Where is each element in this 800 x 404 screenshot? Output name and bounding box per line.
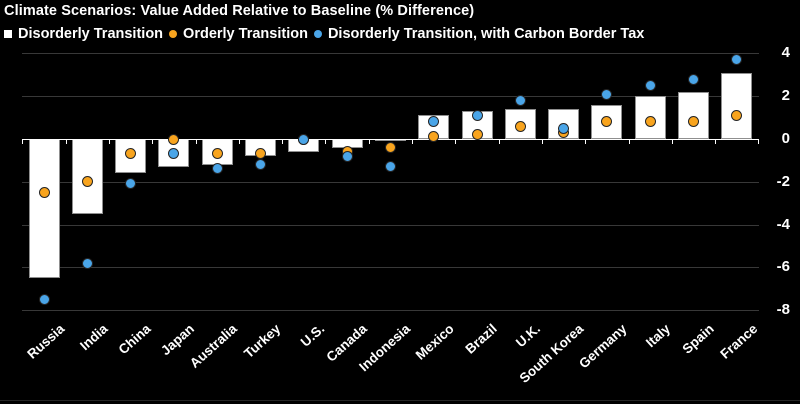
x-category-label-Brazil: Brazil <box>462 321 501 357</box>
carbon-tax-dot-Germany <box>601 88 613 100</box>
gridline <box>22 181 759 183</box>
carbon-tax-dot-Indonesia <box>384 161 396 173</box>
carbon-tax-dot-Mexico <box>428 116 440 128</box>
axis-tick <box>65 139 67 144</box>
x-category-label-Australia: Australia <box>187 321 241 371</box>
orderly-dot-Italy <box>644 116 656 128</box>
y-axis-tick-label: -8 <box>776 301 790 319</box>
axis-tick <box>758 139 760 144</box>
x-category-label-Mexico: Mexico <box>412 321 457 363</box>
orderly-dot-Brazil <box>471 129 483 141</box>
axis-tick <box>195 139 197 144</box>
axis-tick <box>282 139 284 144</box>
legend-label-orderly: Orderly Transition <box>183 26 308 42</box>
orderly-dot-Turkey <box>255 148 266 160</box>
carbon-tax-dot-Japan <box>168 148 180 160</box>
legend-circle-marker-orange-icon <box>169 30 178 38</box>
x-category-label-Spain: Spain <box>679 321 717 357</box>
orderly-dot-Australia <box>211 148 223 160</box>
y-axis-tick-label: -6 <box>776 258 790 276</box>
carbon-tax-dot-Canada <box>341 150 353 162</box>
legend-square-marker-icon <box>4 30 12 38</box>
carbon-tax-dot-India <box>81 257 93 269</box>
y-axis-tick-label: 0 <box>781 130 790 147</box>
x-category-label-Japan: Japan <box>157 321 197 359</box>
orderly-dot-India <box>81 176 93 188</box>
chart-bottom-frame <box>0 400 800 401</box>
x-category-label-Germany: Germany <box>576 321 630 372</box>
y-axis-tick-label: 2 <box>781 87 790 105</box>
y-axis-tick-label: -4 <box>776 215 790 233</box>
x-category-label-Russia: Russia <box>24 321 68 362</box>
axis-tick <box>22 139 24 144</box>
axis-tick <box>325 139 327 144</box>
axis-tick <box>541 139 543 144</box>
orderly-dot-Germany <box>601 116 613 128</box>
axis-tick <box>455 139 457 144</box>
gridline <box>22 224 759 226</box>
orderly-dot-Russia <box>38 187 50 198</box>
zero-axis-line <box>22 139 759 140</box>
legend-label-disorderly: Disorderly Transition <box>18 26 164 42</box>
y-axis-tick-label: 4 <box>781 44 790 62</box>
carbon-tax-dot-Brazil <box>471 109 483 121</box>
axis-tick <box>412 139 414 144</box>
carbon-tax-dot-France <box>731 54 743 66</box>
orderly-dot-China <box>125 148 137 160</box>
orderly-dot-U.K. <box>514 120 526 132</box>
x-category-label-India: India <box>76 321 111 354</box>
x-category-label-China: China <box>115 321 154 358</box>
bar-Russia <box>28 139 60 279</box>
axis-tick <box>628 139 630 144</box>
x-category-label-Italy: Italy <box>643 321 674 351</box>
gridline <box>22 53 759 55</box>
axis-tick <box>585 139 587 144</box>
axis-tick <box>152 139 154 144</box>
axis-tick <box>671 139 673 144</box>
axis-tick <box>238 139 240 144</box>
carbon-tax-dot-Turkey <box>255 159 266 171</box>
chart-title: Climate Scenarios: Value Added Relative … <box>4 3 475 19</box>
y-axis-tick-label: -2 <box>776 172 790 190</box>
carbon-tax-dot-China <box>125 178 137 190</box>
axis-tick <box>715 139 717 144</box>
gridline <box>22 267 759 269</box>
carbon-tax-dot-U.S. <box>298 133 310 145</box>
x-category-label-France: France <box>716 321 760 362</box>
bar-Spain <box>678 91 709 139</box>
axis-tick <box>368 139 370 144</box>
orderly-dot-Japan <box>168 133 180 145</box>
legend-label-carbon-border-tax: Disorderly Transition, with Carbon Borde… <box>327 26 645 42</box>
bar-France <box>721 72 753 139</box>
carbon-tax-dot-Italy <box>644 80 656 91</box>
carbon-tax-dot-South Korea <box>558 122 570 134</box>
orderly-dot-France <box>731 109 743 121</box>
carbon-tax-dot-Australia <box>211 163 223 175</box>
x-category-label-U.S.: U.S. <box>297 321 327 350</box>
legend: Disorderly Transition Orderly Transition… <box>4 26 644 42</box>
carbon-tax-dot-U.K. <box>514 94 526 106</box>
orderly-dot-Mexico <box>428 131 440 143</box>
legend-circle-marker-blue-icon <box>313 30 322 38</box>
gridline <box>22 96 759 98</box>
orderly-dot-Spain <box>688 116 699 128</box>
orderly-dot-Indonesia <box>384 142 396 154</box>
x-category-label-U.K.: U.K. <box>513 321 544 351</box>
x-category-label-Turkey: Turkey <box>241 321 284 362</box>
gridline <box>22 310 759 312</box>
axis-tick <box>498 139 500 144</box>
carbon-tax-dot-Spain <box>688 73 699 85</box>
axis-tick <box>108 139 110 144</box>
carbon-tax-dot-Russia <box>38 294 50 305</box>
